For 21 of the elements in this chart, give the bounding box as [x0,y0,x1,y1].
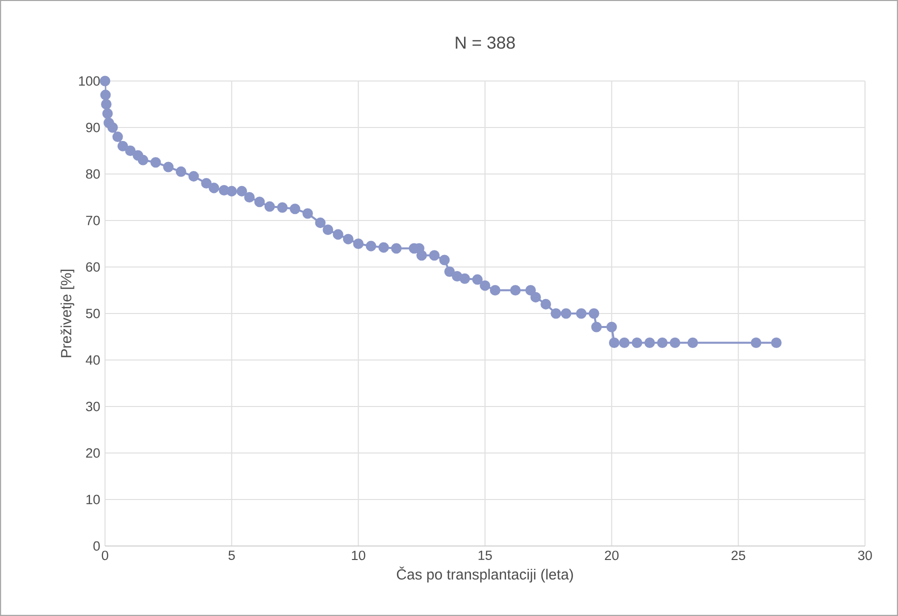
x-tick-label: 20 [604,550,619,560]
x-tick-label: 15 [478,550,492,560]
y-tick-label: 50 [86,308,100,318]
x-tick-label: 0 [102,550,108,560]
y-tick-label: 30 [86,402,100,412]
y-axis-title: Preživetje [%] [60,270,74,358]
x-tick-label: 25 [732,550,746,560]
y-tick-label: 20 [86,448,100,458]
x-tick-label: 30 [858,550,872,560]
y-tick-label: 60 [86,262,100,272]
chart-title: N = 388 [456,36,515,49]
x-tick-label: 5 [228,550,235,560]
y-tick-label: 10 [86,494,100,504]
y-tick-label: 40 [86,355,100,365]
y-tick-label: 90 [86,122,100,132]
y-tick-label: 70 [86,216,100,226]
x-axis-title: Čas po transplantaciji (leta) [396,566,573,582]
y-tick-label: 0 [93,541,100,551]
x-tick-label: 10 [352,550,366,560]
y-tick-label: 80 [86,169,100,179]
y-tick-label: 100 [79,76,100,86]
